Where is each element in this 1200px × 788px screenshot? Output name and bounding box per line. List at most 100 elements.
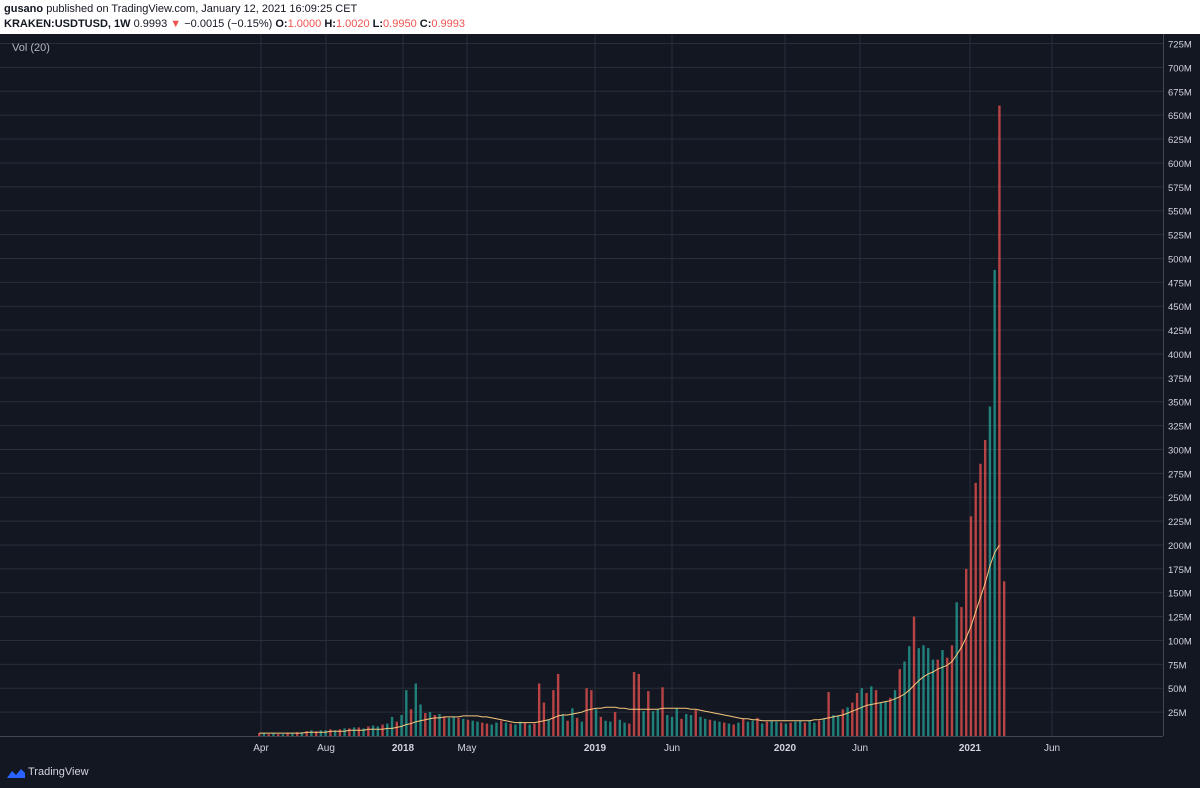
volume-bar [955, 602, 958, 736]
volume-bar [362, 728, 365, 736]
symbol-name[interactable]: KRAKEN:USDTUSD, 1W [4, 18, 131, 30]
y-tick-label: 150M [1168, 589, 1192, 600]
author-name[interactable]: gusano [4, 3, 44, 15]
volume-bar [618, 719, 622, 736]
volume-bar [751, 720, 754, 736]
open-value: 1.0000 [287, 18, 322, 30]
volume-bar [319, 730, 323, 736]
volume-bar [770, 720, 773, 736]
volume-bar [490, 724, 493, 736]
volume-bar [338, 729, 342, 736]
volume-bar [443, 716, 446, 736]
volume-bar [988, 406, 992, 736]
volume-bar [760, 723, 764, 736]
volume-bar [855, 693, 859, 736]
y-tick-label: 550M [1168, 207, 1192, 218]
volume-bar [291, 733, 294, 736]
volume-bar [746, 721, 750, 736]
volume-bar [556, 673, 560, 736]
volume-bar [699, 716, 702, 736]
volume-bar [628, 723, 631, 736]
change-down-icon: ▼ [170, 18, 182, 30]
y-tick-label: 400M [1168, 350, 1192, 361]
volume-bar [552, 690, 555, 736]
low-value: 0.9950 [383, 18, 417, 30]
volume-bar [258, 733, 261, 736]
volume-bar [324, 730, 327, 736]
volume-bar [879, 702, 882, 736]
price-scale[interactable]: 25M 50M 75M 100M 125M 150M 175M 200M 225M 250M 275… [1163, 34, 1200, 736]
close-value: 0.9993 [431, 18, 466, 30]
x-tick-label: 2021 [959, 743, 982, 754]
volume-bar [499, 720, 503, 736]
volume-bar [927, 648, 930, 736]
volume-bar [808, 720, 811, 736]
volume-bar [979, 463, 982, 736]
volume-bar [533, 723, 536, 736]
volume-bar [495, 722, 498, 736]
y-tick-label: 600M [1168, 159, 1192, 170]
volume-bar [642, 711, 645, 736]
volume-bar [908, 646, 911, 736]
volume-bar [798, 720, 802, 736]
y-tick-label: 675M [1168, 87, 1192, 98]
x-tick-label: May [458, 743, 477, 754]
volume-bar [609, 721, 612, 736]
volume-bar [827, 692, 830, 736]
volume-bar [903, 661, 906, 736]
volume-bar [1002, 581, 1006, 736]
open-label: O: [275, 18, 288, 30]
indicator-legend[interactable]: Vol (20) [12, 42, 50, 54]
volume-bar [893, 690, 897, 736]
y-tick-label: 75M [1168, 660, 1187, 671]
volume-bar [566, 720, 569, 736]
close-label: C: [419, 18, 432, 30]
volume-bar [993, 269, 996, 736]
volume-bar [462, 718, 465, 736]
time-scale[interactable]: Apr Aug 2018 May 2019 Jun 2020 Jun 2021 Jun [0, 736, 1163, 758]
x-tick-label: Jun [664, 743, 680, 754]
volume-bar [504, 722, 508, 736]
volume-bar [974, 482, 977, 736]
x-tick-label: 2020 [774, 743, 797, 754]
volume-bar [647, 691, 650, 736]
volume-bar [632, 672, 636, 736]
y-tick-label: 375M [1168, 374, 1192, 385]
volume-bar [836, 715, 840, 736]
y-tick-label: 350M [1168, 398, 1192, 409]
last-price: 0.9993 [133, 18, 168, 30]
volume-bar [946, 657, 949, 736]
volume-bar [737, 722, 740, 736]
y-tick-label: 500M [1168, 254, 1192, 265]
y-tick-label: 425M [1168, 326, 1192, 337]
y-tick-label: 200M [1168, 541, 1192, 552]
volume-bar [613, 712, 617, 736]
volume-chart[interactable] [0, 34, 1163, 736]
volume-bar [286, 733, 289, 736]
y-tick-label: 225M [1168, 517, 1192, 528]
volume-bar [666, 714, 669, 736]
volume-bar [704, 718, 707, 736]
volume-bar [466, 719, 470, 736]
volume-bar [352, 727, 356, 736]
symbol-info: KRAKEN:USDTUSD, 1W 0.9993 ▼ −0.0015 (−0.… [4, 18, 465, 30]
tradingview-brand[interactable]: TradingView [28, 766, 89, 778]
x-tick-label: Jun [852, 743, 868, 754]
volume-bar [575, 717, 579, 736]
volume-bar [960, 607, 963, 736]
y-tick-label: 175M [1168, 565, 1192, 576]
y-tick-label: 475M [1168, 278, 1192, 289]
volume-bar [281, 734, 285, 736]
volume-bar [371, 725, 375, 736]
volume-ma-line [259, 544, 1000, 734]
volume-bar [889, 697, 892, 736]
volume-bar [884, 701, 887, 736]
volume-bar [310, 730, 313, 736]
volume-bar [694, 710, 697, 736]
volume-bar [547, 719, 550, 736]
volume-bar [822, 718, 826, 736]
publish-header: gusano published on TradingView.com, Jan… [0, 0, 1200, 34]
volume-bar [305, 731, 308, 736]
volume-bar [898, 669, 901, 736]
volume-bar [661, 687, 664, 736]
